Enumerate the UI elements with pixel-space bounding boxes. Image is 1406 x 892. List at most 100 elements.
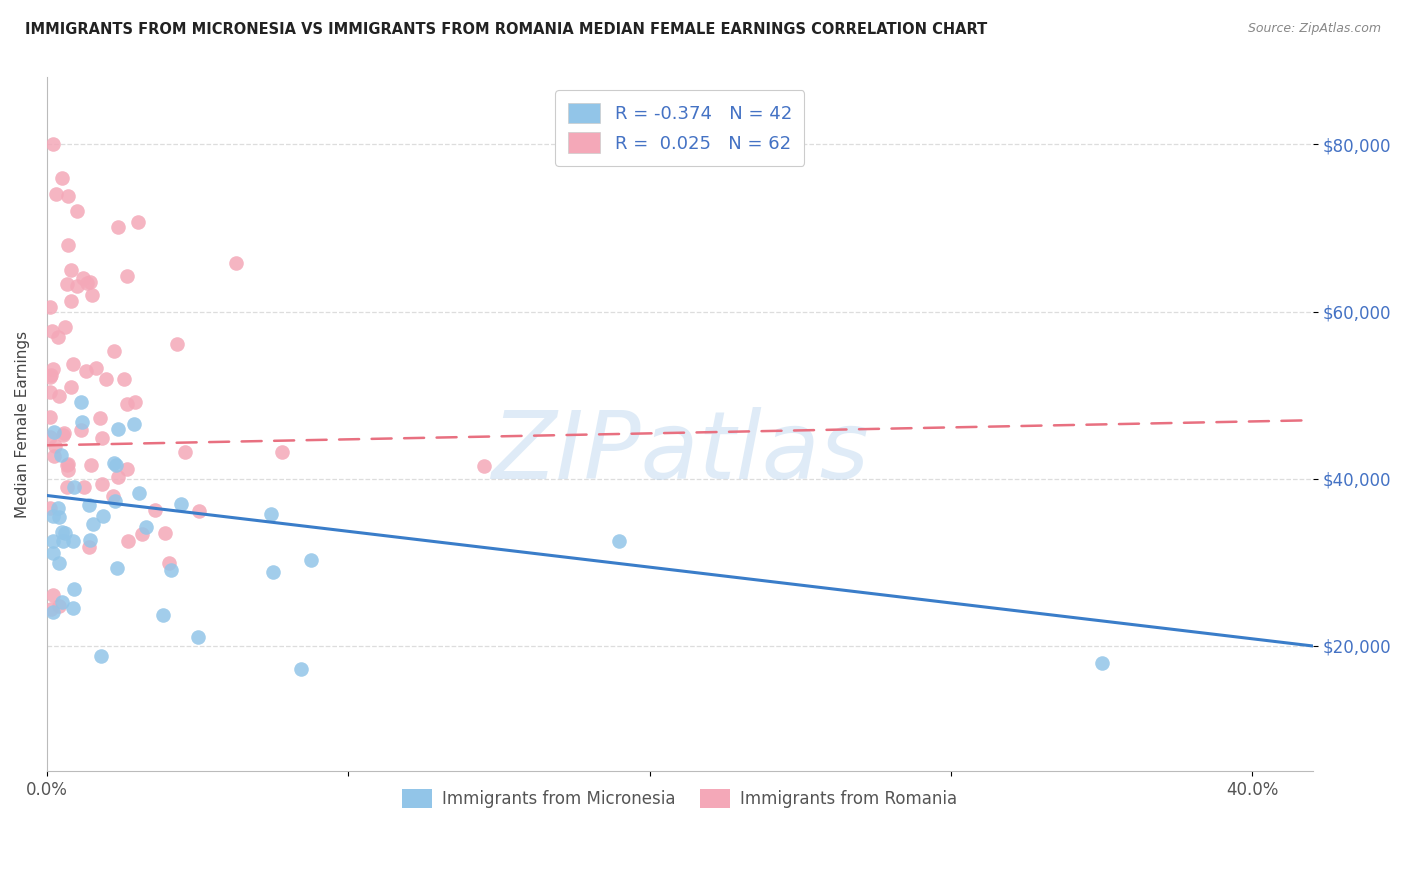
Point: [56, 463, 79, 477]
Point: [41, 324, 63, 338]
Point: [153, 525, 176, 540]
Point: [117, 534, 139, 549]
Point: [82, 517, 104, 532]
Point: [91, 508, 114, 523]
Point: [53, 526, 76, 541]
Point: [79, 533, 101, 548]
Point: [45, 187, 67, 202]
Point: [39, 368, 62, 382]
Point: [63, 480, 86, 494]
Point: [38, 430, 60, 444]
Point: [42, 362, 65, 376]
Point: [299, 553, 322, 567]
Point: [107, 470, 129, 484]
Point: [62, 534, 84, 549]
Text: ZIPatlas: ZIPatlas: [491, 407, 869, 498]
Point: [44, 425, 66, 439]
Point: [41, 546, 63, 560]
Point: [41, 137, 63, 152]
Point: [160, 563, 183, 577]
Point: [225, 255, 247, 269]
Point: [115, 397, 138, 411]
Point: [63, 582, 86, 597]
Point: [62, 600, 84, 615]
Point: [79, 276, 101, 290]
Point: [124, 394, 146, 409]
Point: [143, 502, 166, 516]
Point: [51, 170, 73, 185]
Point: [84, 360, 107, 375]
Point: [127, 214, 149, 228]
Point: [56, 237, 79, 252]
Point: [89, 410, 111, 425]
Point: [1091, 656, 1114, 670]
Point: [104, 493, 127, 508]
Point: [41, 533, 63, 548]
Point: [131, 527, 153, 541]
Point: [46, 501, 69, 516]
Point: [51, 524, 73, 539]
Point: [39, 300, 62, 314]
Point: [260, 507, 283, 521]
Point: [94, 372, 117, 386]
Point: [53, 319, 76, 334]
Point: [170, 497, 193, 511]
Legend: Immigrants from Micronesia, Immigrants from Romania: Immigrants from Micronesia, Immigrants f…: [395, 782, 965, 815]
Point: [76, 364, 98, 378]
Point: [42, 588, 65, 602]
Point: [290, 662, 312, 676]
Y-axis label: Median Female Earnings: Median Female Earnings: [15, 331, 30, 518]
Point: [115, 462, 138, 476]
Point: [77, 541, 100, 555]
Point: [56, 189, 79, 203]
Point: [46, 330, 69, 344]
Point: [115, 268, 138, 283]
Point: [270, 444, 292, 458]
Point: [39, 601, 62, 615]
Point: [56, 277, 79, 291]
Point: [76, 276, 98, 290]
Point: [90, 477, 112, 491]
Point: [263, 565, 285, 579]
Point: [174, 445, 197, 459]
Point: [66, 203, 89, 218]
Point: [90, 648, 112, 663]
Point: [187, 630, 209, 644]
Point: [90, 430, 112, 444]
Point: [44, 439, 66, 453]
Point: [112, 371, 135, 385]
Point: [72, 480, 94, 494]
Point: [107, 220, 129, 235]
Point: [187, 503, 209, 517]
Point: [105, 561, 128, 575]
Point: [472, 458, 495, 473]
Point: [157, 556, 180, 570]
Point: [48, 556, 70, 570]
Point: [166, 336, 188, 351]
Point: [70, 395, 93, 409]
Point: [38, 384, 60, 399]
Point: [79, 498, 101, 512]
Point: [104, 458, 127, 473]
Point: [58, 458, 80, 472]
Point: [103, 343, 125, 358]
Point: [152, 607, 174, 622]
Point: [107, 422, 129, 436]
Text: IMMIGRANTS FROM MICRONESIA VS IMMIGRANTS FROM ROMANIA MEDIAN FEMALE EARNINGS COR: IMMIGRANTS FROM MICRONESIA VS IMMIGRANTS…: [25, 22, 987, 37]
Point: [122, 417, 145, 431]
Point: [66, 279, 89, 293]
Point: [42, 449, 65, 463]
Point: [52, 425, 75, 440]
Point: [52, 428, 75, 442]
Point: [103, 489, 125, 503]
Point: [48, 510, 70, 524]
Point: [135, 519, 157, 533]
Point: [41, 606, 63, 620]
Point: [59, 262, 82, 277]
Point: [80, 458, 103, 473]
Point: [48, 599, 70, 613]
Point: [38, 370, 60, 384]
Point: [56, 480, 79, 494]
Point: [52, 534, 75, 549]
Point: [72, 271, 94, 285]
